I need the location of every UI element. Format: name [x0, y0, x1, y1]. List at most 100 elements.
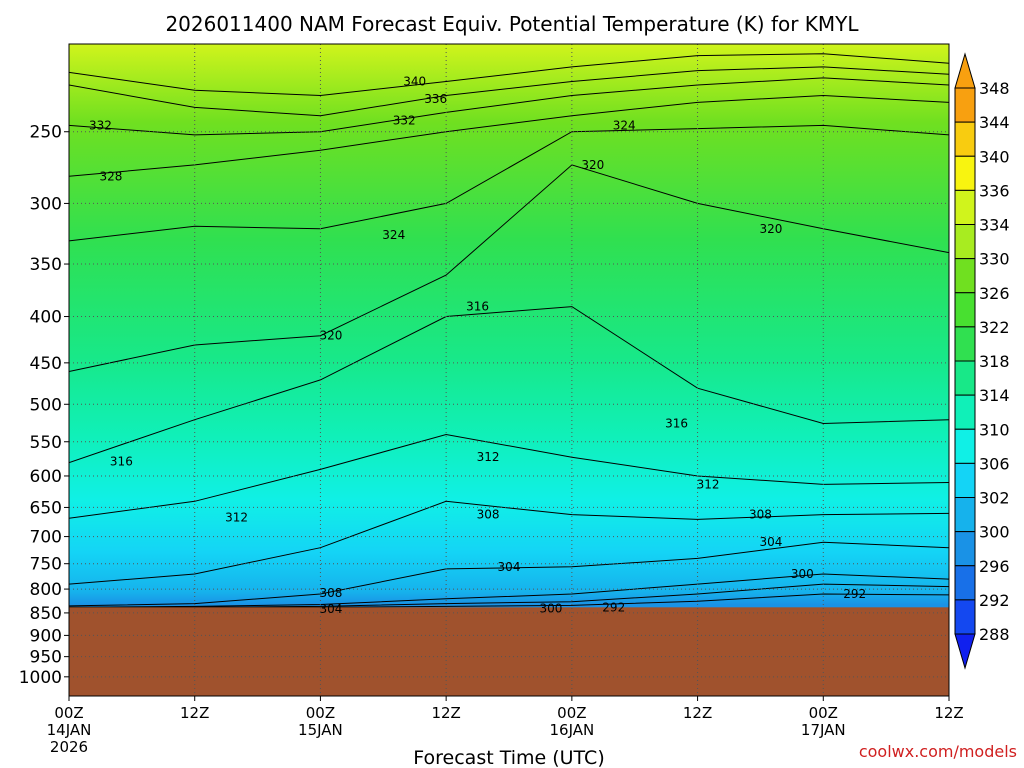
contour-label: 312: [697, 477, 720, 491]
contour-332: [69, 77, 949, 136]
contour-label: 324: [613, 118, 636, 132]
field-background: [69, 44, 949, 696]
colorbar-segment: [954, 121, 976, 157]
contour-label: 328: [99, 169, 122, 183]
colorbar-label: 336: [979, 181, 1010, 200]
colorbar-label: 344: [979, 113, 1010, 132]
colorbar-label: 296: [979, 557, 1010, 576]
x-tick-label: 00Z: [809, 704, 838, 722]
y-tick-label: 700: [30, 528, 62, 548]
y-tick-label: 800: [30, 580, 62, 600]
contour-label: 320: [759, 222, 782, 236]
contour-328: [69, 94, 949, 177]
contour-304: [69, 541, 949, 607]
contour-label: 316: [110, 454, 133, 468]
credit-label: coolwx.com/models: [859, 742, 1017, 761]
colorbar-label: 322: [979, 318, 1010, 337]
colorbar-segment: [954, 497, 976, 533]
colorbar: 288 292 296 300 302 306 310 314 318 322 326 330 334 3…: [954, 52, 1010, 670]
colorbar-label: 334: [979, 216, 1010, 235]
contour-312: [69, 433, 949, 519]
contour-308: [69, 500, 949, 585]
colorbar-segment: [954, 394, 976, 430]
contour-340: [69, 53, 949, 97]
contour-316: [69, 306, 949, 464]
contour-label: 316: [466, 300, 489, 314]
y-tick-label: 900: [30, 626, 62, 646]
contour-label: 312: [477, 450, 500, 464]
contour-label: 340: [403, 74, 426, 88]
colorbar-label: 330: [979, 250, 1010, 269]
contour-label: 320: [581, 158, 604, 172]
colorbar-segment: [954, 224, 976, 260]
x-tick-label: 00Z: [54, 704, 83, 722]
y-tick-label: 600: [30, 467, 62, 487]
y-tick-label: 650: [30, 498, 62, 518]
x-axis-label: Forecast Time (UTC): [413, 747, 604, 768]
colorbar-label: 292: [979, 591, 1010, 610]
colorbar-label: 288: [979, 625, 1010, 644]
colorbar-segment: [954, 189, 976, 225]
y-tick-label: 550: [30, 433, 62, 453]
x-tick-label: 12Z: [683, 704, 712, 722]
colorbar-label: 300: [979, 523, 1010, 542]
colorbar-segment: [954, 531, 976, 567]
contour-label: 332: [89, 118, 112, 132]
colorbar-label: 314: [979, 386, 1010, 405]
contour-label: 308: [319, 586, 342, 600]
contour-label: 304: [319, 602, 342, 616]
contour-label: 292: [843, 587, 866, 601]
axes: 2503003504004505005506006507007508008509…: [19, 43, 964, 756]
plot-frame: [68, 43, 950, 697]
contour-292: [69, 593, 949, 608]
colorbar-segment: [954, 428, 976, 464]
plot-area: 340 336 332 332 328 324 324 320 320 320 316 316 316 3…: [69, 44, 949, 696]
contour-336: [69, 66, 949, 117]
contour-label: 308: [477, 508, 500, 522]
x-tick-label: 00Z: [557, 704, 586, 722]
colorbar-label: 340: [979, 147, 1010, 166]
colorbar-segment: [954, 462, 976, 498]
y-tick-label: 300: [30, 194, 62, 214]
y-tick-label: 400: [30, 308, 62, 328]
colorbar-segment: [954, 155, 976, 191]
contour-300: [69, 573, 949, 608]
y-tick-label: 950: [30, 648, 62, 668]
y-tick-label: 250: [30, 123, 62, 143]
contour-label: 292: [602, 600, 625, 614]
ground-fill: [69, 607, 949, 696]
contour-label: 312: [225, 511, 248, 525]
contour-label: 300: [791, 567, 814, 581]
x-tick-label: 12Z: [180, 704, 209, 722]
colorbar-segment: [954, 258, 976, 294]
chart-title: 2026011400 NAM Forecast Equiv. Potential…: [165, 12, 859, 36]
x-tick-label: 16JAN: [549, 721, 594, 739]
colorbar-label: 326: [979, 284, 1010, 303]
colorbar-segment: [954, 292, 976, 328]
y-tick-label: 450: [30, 354, 62, 374]
y-tick-label: 850: [30, 604, 62, 624]
contour-label: 300: [539, 601, 562, 615]
contour-label: 304: [498, 560, 521, 574]
x-tick-label: 12Z: [934, 704, 963, 722]
contour-320: [69, 164, 949, 372]
x-tick-label: 15JAN: [298, 721, 343, 739]
colorbar-label: 306: [979, 454, 1010, 473]
colorbar-label: 318: [979, 352, 1010, 371]
x-tick-label: 2026: [50, 738, 88, 756]
x-tick-label: 00Z: [306, 704, 335, 722]
colorbar-label: 310: [979, 420, 1010, 439]
contour-label: 320: [319, 329, 342, 343]
contour-label: 336: [424, 92, 447, 106]
contour-label: 304: [759, 535, 782, 549]
colorbar-segment: [954, 326, 976, 362]
contour-324: [69, 124, 949, 242]
x-tick-label: 12Z: [431, 704, 460, 722]
colorbar-extend-max: [954, 52, 976, 89]
colorbar-segment: [954, 565, 976, 601]
colorbar-label: 302: [979, 489, 1010, 508]
x-tick-label: 14JAN: [47, 721, 92, 739]
y-tick-label: 500: [30, 395, 62, 415]
y-tick-label: 750: [30, 555, 62, 575]
